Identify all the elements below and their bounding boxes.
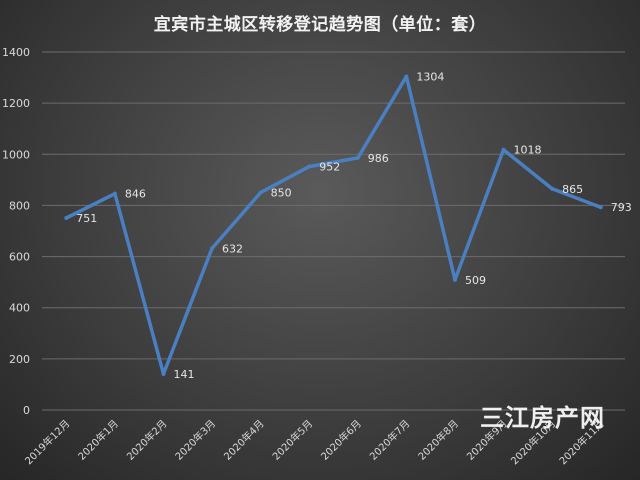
y-tick-label: 1200 [2,97,30,110]
data-label: 141 [173,368,194,381]
data-point [355,155,360,160]
data-label: 509 [465,274,486,287]
data-point [501,147,506,152]
x-tick-label: 2020年5月 [270,417,316,463]
data-point [64,215,69,220]
data-label: 1018 [514,144,542,157]
series-line [64,74,603,376]
y-tick-label: 600 [9,251,30,264]
watermark-logo: 三江房产网 [480,404,605,432]
x-tick-label: 2020年6月 [318,417,364,463]
data-label: 986 [368,152,389,165]
x-tick-label: 2020年8月 [415,417,461,463]
data-label: 865 [562,183,583,196]
y-tick-label: 0 [23,404,30,417]
x-tick-label: 2019年12月 [22,417,72,467]
data-point [112,191,117,196]
x-tick-label: 2020年7月 [367,417,413,463]
data-point [598,205,603,210]
data-label: 850 [271,187,292,200]
data-point [452,277,457,282]
data-point [550,186,555,191]
data-label: 952 [319,161,340,174]
y-tick-label: 200 [9,353,30,366]
x-tick-label: 2020年1月 [75,417,121,463]
data-point [210,246,215,251]
y-tick-label: 1400 [2,46,30,59]
data-label: 1304 [416,71,444,84]
data-point [161,371,166,376]
data-label: 846 [125,188,146,201]
data-point [404,74,409,79]
x-tick-label: 2020年2月 [124,417,170,463]
data-label: 793 [611,201,632,214]
x-tick-label: 2020年3月 [172,417,218,463]
y-tick-label: 400 [9,302,30,315]
data-label: 632 [222,242,243,255]
data-label: 751 [76,212,97,225]
data-point [258,190,263,195]
y-tick-label: 800 [9,199,30,212]
x-tick-label: 2020年4月 [221,417,267,463]
y-tick-label: 1000 [2,148,30,161]
chart-title: 宜宾市主城区转移登记趋势图（单位：套） [153,15,487,35]
data-point [307,164,312,169]
